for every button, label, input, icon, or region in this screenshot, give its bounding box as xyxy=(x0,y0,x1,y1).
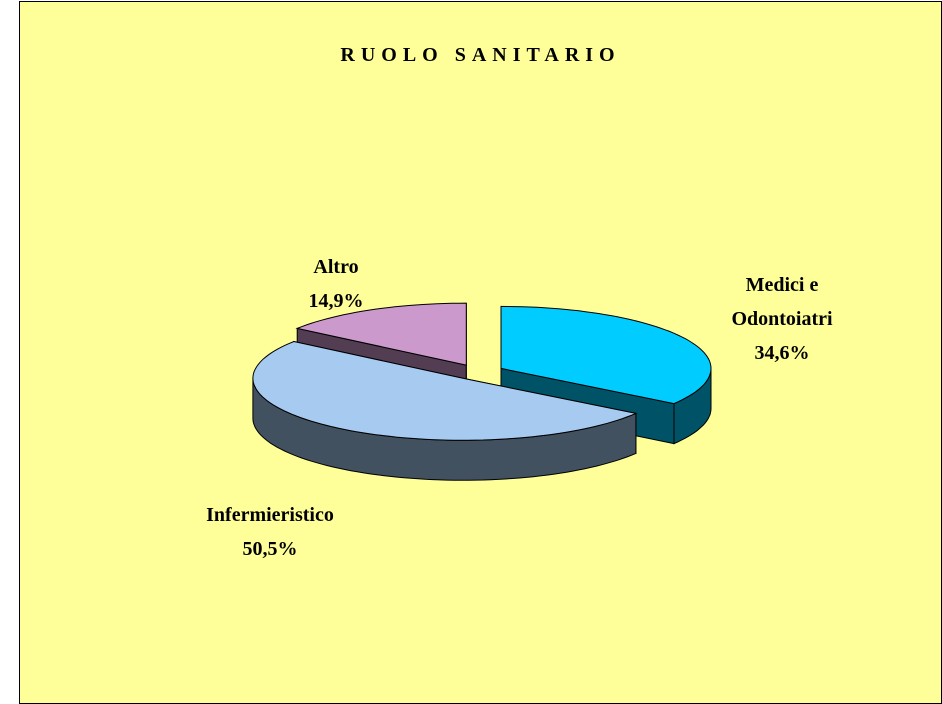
plot-background xyxy=(19,1,942,704)
slice xyxy=(252,340,638,481)
data-label: Medici e Odontoiatri 34,6% xyxy=(717,268,847,370)
category-label: Altro xyxy=(313,256,359,278)
data-label: Infermieristico 50,5% xyxy=(185,498,355,566)
value-label: 34,6% xyxy=(754,342,810,364)
pie-slice xyxy=(252,340,638,441)
pie-slice xyxy=(500,305,712,405)
data-label: Altro 14,9% xyxy=(271,250,401,318)
chart-title: RUOLO SANITARIO xyxy=(340,44,621,66)
category-label: Medici e Odontoiatri xyxy=(731,274,833,330)
category-label: Infermieristico xyxy=(206,504,334,526)
value-label: 50,5% xyxy=(242,538,298,560)
pie-slice xyxy=(295,302,467,366)
value-label: 14,9% xyxy=(308,290,364,312)
